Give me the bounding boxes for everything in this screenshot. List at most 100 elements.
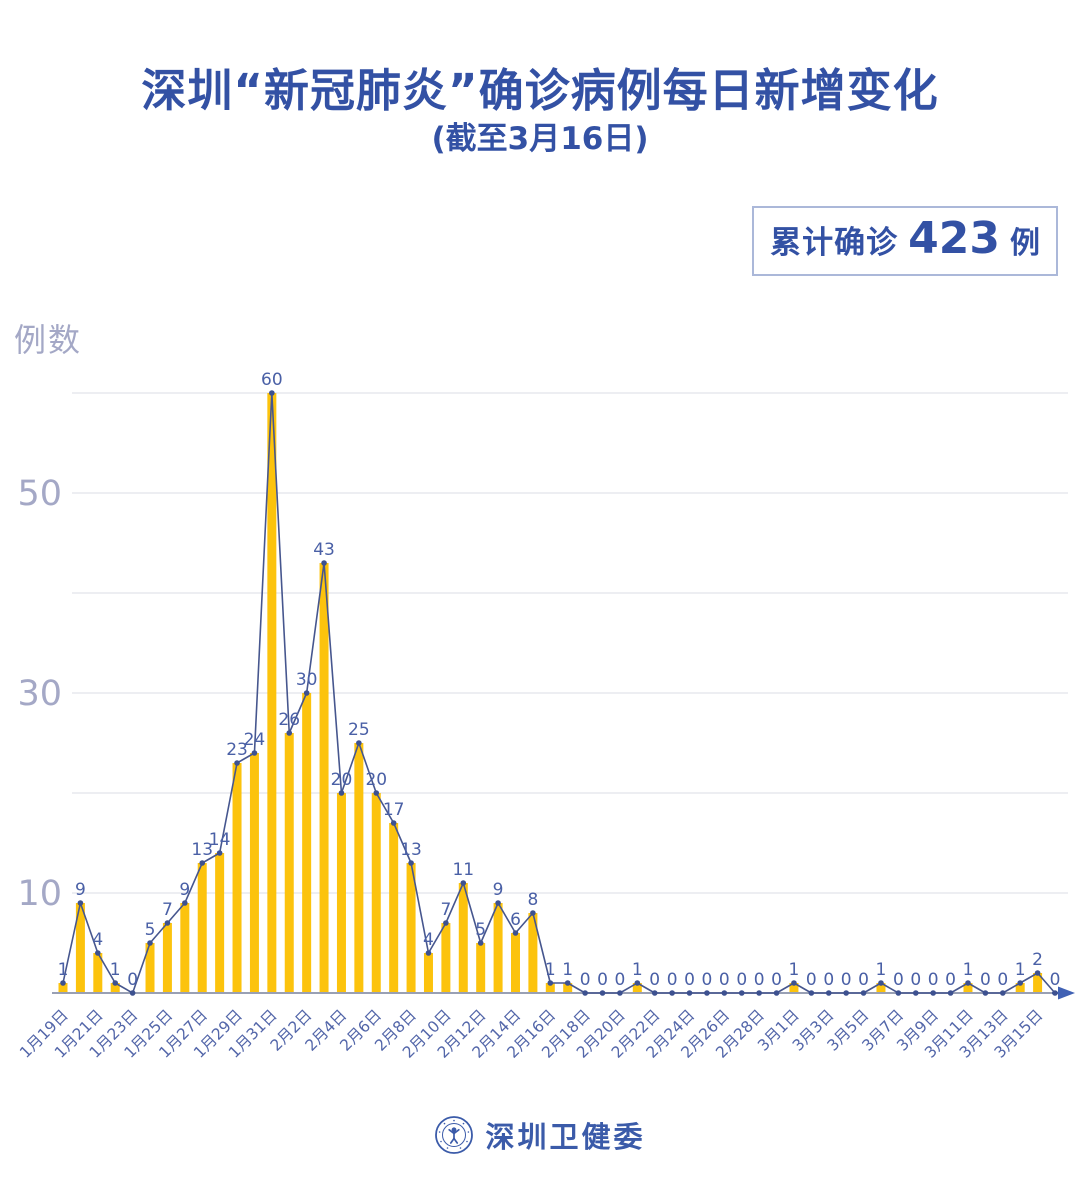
data-point	[825, 990, 832, 996]
value-label: 1	[963, 960, 974, 980]
value-label: 0	[580, 970, 591, 990]
value-label: 9	[75, 880, 86, 900]
data-point	[1052, 990, 1058, 996]
data-point	[129, 990, 136, 996]
bar	[232, 763, 242, 993]
data-point	[773, 990, 780, 996]
bar	[180, 903, 190, 993]
data-point	[338, 790, 345, 796]
data-point	[704, 990, 710, 996]
data-point	[425, 950, 432, 956]
data-point	[182, 900, 188, 906]
bar	[441, 923, 451, 993]
value-label: 0	[928, 970, 939, 990]
bar	[406, 863, 416, 993]
data-point	[617, 990, 623, 996]
data-point	[738, 990, 745, 996]
value-label: 0	[893, 970, 904, 990]
value-label: 1	[110, 960, 121, 980]
value-label: 0	[980, 970, 991, 990]
data-point	[878, 980, 884, 986]
value-label: 0	[823, 970, 834, 990]
data-point	[60, 980, 66, 986]
data-point	[443, 920, 449, 926]
x-axis-arrow	[1058, 986, 1075, 1000]
value-label: 9	[179, 880, 190, 900]
footer: 深圳卫健委	[0, 1114, 1080, 1156]
value-label: 0	[945, 970, 956, 990]
data-point	[547, 980, 554, 986]
data-point	[321, 560, 327, 566]
data-point	[512, 930, 519, 936]
value-label: 0	[806, 970, 817, 990]
data-point	[269, 390, 275, 396]
value-label: 0	[649, 970, 660, 990]
bar	[354, 743, 364, 993]
value-label: 0	[858, 970, 869, 990]
y-tick-label: 50	[17, 474, 62, 514]
badge-unit: 例	[1010, 226, 1040, 261]
bar	[563, 983, 573, 993]
value-label: 0	[771, 970, 782, 990]
value-label: 43	[313, 540, 335, 560]
y-axis-label: 例数	[14, 321, 83, 359]
data-point	[95, 950, 101, 956]
value-label: 0	[127, 970, 138, 990]
bar	[545, 983, 555, 993]
bar	[319, 563, 329, 993]
value-label: 0	[736, 970, 747, 990]
data-point	[843, 990, 849, 996]
bar	[632, 983, 642, 993]
value-label: 1	[562, 960, 573, 980]
value-label: 11	[452, 860, 474, 880]
value-label: 0	[667, 970, 678, 990]
data-point	[860, 990, 867, 996]
value-label: 1	[632, 960, 643, 980]
value-label: 6	[510, 910, 521, 930]
data-point	[982, 990, 989, 996]
bar	[284, 733, 294, 993]
data-point	[77, 900, 84, 906]
bar	[389, 823, 399, 993]
data-point	[147, 940, 153, 946]
y-tick-label: 30	[17, 674, 62, 714]
data-point	[965, 980, 971, 986]
data-point	[373, 790, 380, 796]
data-point	[756, 990, 762, 996]
data-point	[791, 980, 797, 986]
value-label: 25	[348, 720, 370, 740]
value-label: 13	[191, 840, 213, 860]
org-name: 深圳卫健委	[485, 1120, 646, 1154]
value-label: 20	[331, 770, 353, 790]
bar	[371, 793, 381, 993]
data-point	[356, 740, 362, 746]
data-point	[582, 990, 588, 996]
bar	[876, 983, 886, 993]
bar	[75, 903, 85, 993]
data-point	[808, 990, 815, 996]
value-label: 20	[365, 770, 387, 790]
data-point	[460, 880, 467, 886]
data-point	[477, 940, 484, 946]
value-label: 7	[440, 900, 451, 920]
data-point	[999, 990, 1006, 996]
data-point	[895, 990, 902, 996]
y-tick-label: 10	[17, 874, 62, 914]
data-point	[530, 910, 536, 916]
value-label: 0	[684, 970, 695, 990]
value-label: 0	[910, 970, 921, 990]
bar	[458, 883, 468, 993]
value-label: 0	[1050, 970, 1061, 990]
bar	[249, 753, 259, 993]
page-title: 深圳“新冠肺炎”确诊病例每日新增变化	[141, 64, 939, 117]
badge-value: 423	[908, 213, 1000, 264]
value-label: 8	[527, 890, 538, 910]
data-point	[390, 820, 397, 826]
data-point	[1034, 970, 1041, 976]
data-point	[199, 860, 206, 866]
data-point	[234, 760, 240, 766]
value-label: 7	[162, 900, 173, 920]
value-label: 60	[261, 370, 283, 390]
value-label: 0	[614, 970, 625, 990]
